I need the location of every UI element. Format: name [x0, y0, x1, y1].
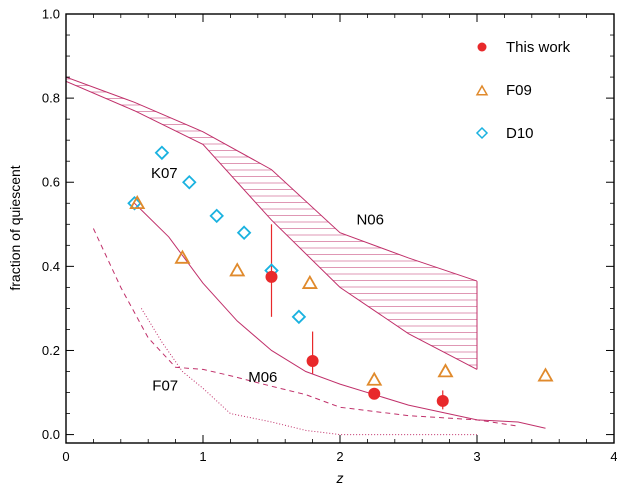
d10-point — [236, 225, 252, 240]
n06-upper-line — [66, 76, 478, 282]
axes-layer: 0 1 2 3 4 0.0 0.2 0.4 0.6 0.8 1.0 — [42, 7, 617, 465]
n06-band-layer — [66, 76, 478, 370]
x-tick-label: 0 — [62, 449, 69, 464]
f09-point — [229, 262, 246, 277]
legend-this-work-marker — [477, 42, 487, 52]
x-axis-title: z — [336, 470, 344, 485]
y-tick-label: 0.6 — [42, 175, 60, 190]
f09-point — [129, 194, 146, 210]
x-tick-label: 2 — [336, 449, 343, 464]
y-axis-title: fraction of quiescent — [7, 165, 23, 290]
d10-point — [182, 174, 197, 190]
model-lines-layer — [92, 202, 546, 436]
plot-frame — [65, 13, 615, 444]
this-work-point — [306, 354, 319, 367]
model-label-f07: F07 — [152, 377, 178, 394]
f09-point — [437, 363, 454, 378]
errorbar-layer — [270, 224, 444, 410]
legend: This work F09 D10 — [475, 39, 571, 142]
n06-lower-line — [66, 80, 478, 370]
y-tick-label: 0.8 — [42, 91, 60, 106]
legend-d10-marker — [475, 126, 489, 140]
this-work-point — [436, 394, 449, 407]
annotations-layer: K07 N06 M06 F07 — [151, 165, 384, 394]
f09-point — [537, 367, 554, 382]
d10-point — [127, 195, 142, 211]
f09-point — [366, 371, 383, 386]
m06-line — [92, 228, 519, 427]
model-label-n06: N06 — [356, 211, 384, 228]
this-work-point — [368, 387, 381, 400]
x-tick-label: 1 — [199, 449, 206, 464]
model-label-m06: M06 — [248, 369, 277, 386]
legend-label: D10 — [506, 125, 534, 142]
legend-label: This work — [506, 39, 571, 56]
x-tick-label: 3 — [473, 449, 480, 464]
y-tick-label: 0.0 — [42, 427, 60, 442]
model-label-k07: K07 — [151, 165, 178, 182]
legend-label: F09 — [506, 82, 532, 99]
y-tick-label: 0.4 — [42, 259, 60, 274]
f09-point — [301, 274, 318, 289]
this-work-point — [265, 270, 278, 283]
legend-f09-marker — [475, 84, 489, 96]
y-tick-label: 1.0 — [42, 7, 60, 22]
n06-hatch — [66, 78, 477, 366]
x-tick-label: 4 — [610, 449, 617, 464]
f09-point — [174, 249, 191, 264]
d10-point — [154, 145, 170, 161]
d10-point — [291, 309, 307, 325]
d10-point — [209, 208, 224, 224]
y-tick-label: 0.2 — [42, 343, 60, 358]
f07-line — [140, 308, 477, 436]
markers-layer — [127, 145, 554, 407]
k07-line — [134, 202, 546, 429]
